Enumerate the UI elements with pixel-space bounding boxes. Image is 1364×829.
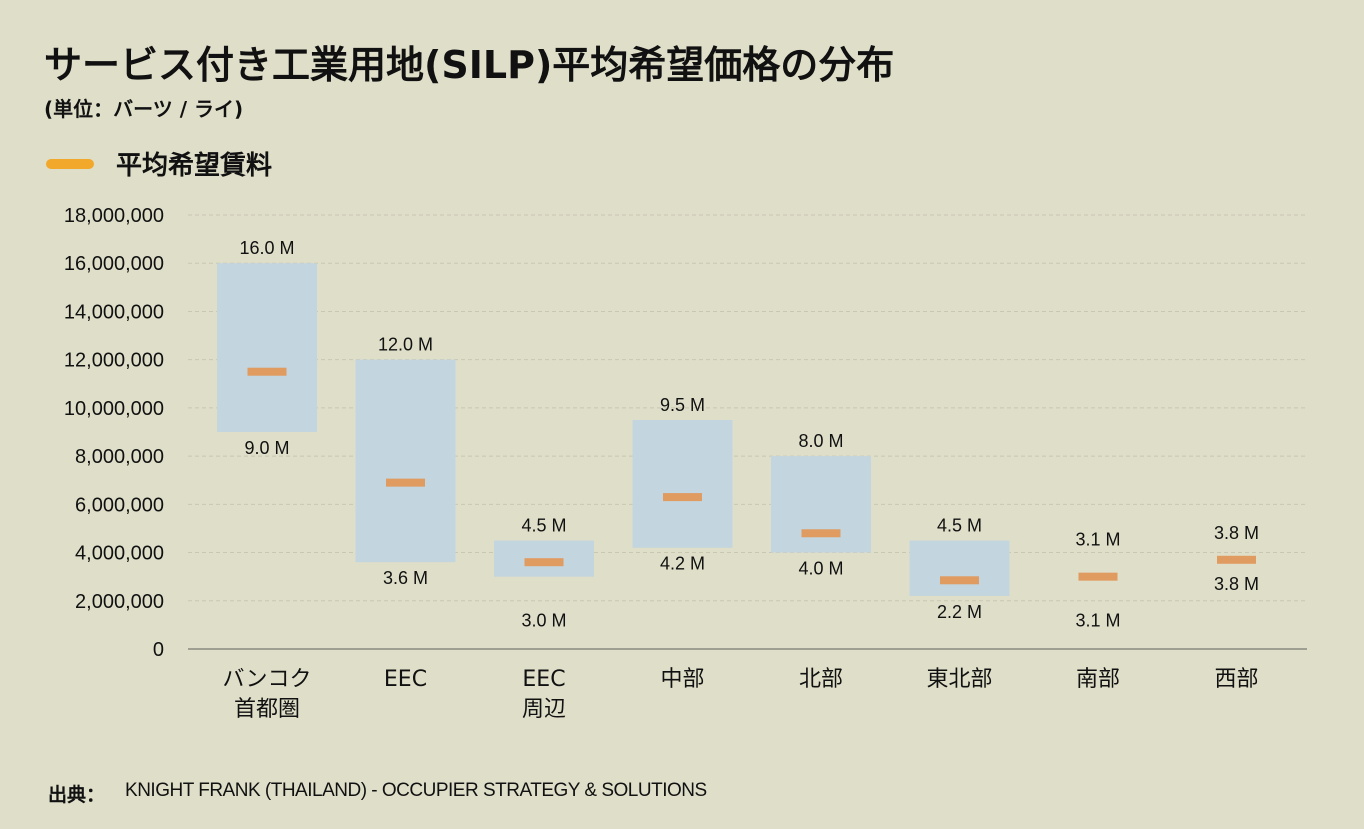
x-category-label: 周辺 (522, 697, 566, 722)
y-tick-label: 10,000,000 (64, 398, 164, 420)
y-tick-label: 2,000,000 (75, 591, 164, 613)
x-category-label: 東北部 (926, 667, 992, 692)
mean-marker (524, 558, 564, 567)
y-tick-label: 4,000,000 (75, 543, 164, 565)
x-category-label: 北部 (799, 667, 843, 692)
mean-marker (663, 493, 702, 502)
x-category-label: 西部 (1214, 667, 1258, 692)
max-value-label: 9.5 M (660, 395, 705, 415)
source-label: 出典： (48, 784, 106, 806)
legend-label-mean: 平均希望賃料 (116, 151, 273, 181)
min-value-label: 4.2 M (660, 554, 705, 574)
source-text: KNIGHT FRANK (THAILAND) - OCCUPIER STRAT… (125, 780, 707, 801)
y-tick-label: 0 (153, 639, 164, 661)
max-value-label: 3.8 M (1214, 523, 1259, 543)
x-category-label: 南部 (1076, 667, 1120, 692)
mean-marker (1078, 572, 1118, 581)
max-value-label: 16.0 M (239, 238, 294, 258)
chart-title: サービス付き工業用地(SILP)平均希望価格の分布 (44, 43, 895, 87)
min-value-label: 2.2 M (937, 602, 982, 622)
y-tick-label: 18,000,000 (64, 205, 164, 227)
min-value-label: 3.8 M (1214, 574, 1259, 594)
x-category-label: 中部 (660, 667, 704, 692)
source-note: 出典： KNIGHT FRANK (THAILAND) - OCCUPIER S… (48, 780, 707, 807)
y-tick-label: 16,000,000 (64, 253, 164, 275)
legend: 平均希望賃料 (46, 145, 272, 182)
mean-marker (386, 478, 425, 487)
y-tick-label: 8,000,000 (75, 446, 164, 468)
legend-swatch-mean (46, 158, 94, 169)
chart-subtitle-unit: (単位：バーツ / ライ) (44, 97, 244, 121)
range-bar (909, 540, 1010, 596)
mean-marker (801, 529, 841, 538)
mean-marker (940, 576, 979, 585)
max-value-label: 3.1 M (1075, 530, 1120, 550)
max-value-label: 4.5 M (521, 516, 566, 536)
mean-marker (1217, 555, 1256, 564)
range-bar (771, 456, 871, 553)
max-value-label: 4.5 M (937, 516, 982, 536)
y-tick-label: 6,000,000 (75, 494, 164, 516)
range-bar (355, 359, 456, 563)
x-category-label: バンコク (222, 667, 311, 692)
min-value-label: 9.0 M (244, 438, 289, 458)
x-category-label: EEC (384, 667, 427, 692)
x-category-label: EEC (522, 667, 565, 692)
min-value-label: 3.6 M (383, 568, 428, 588)
min-value-label: 3.0 M (521, 611, 566, 631)
y-tick-label: 12,000,000 (64, 350, 164, 372)
range-bar (632, 419, 733, 548)
x-category-label: 首都圏 (234, 697, 300, 722)
range-bar (217, 263, 317, 432)
mean-marker (247, 367, 287, 376)
max-value-label: 12.0 M (378, 335, 433, 355)
max-value-label: 8.0 M (798, 431, 843, 451)
y-tick-label: 14,000,000 (64, 301, 164, 323)
min-value-label: 3.1 M (1075, 611, 1120, 631)
min-value-label: 4.0 M (798, 559, 843, 579)
